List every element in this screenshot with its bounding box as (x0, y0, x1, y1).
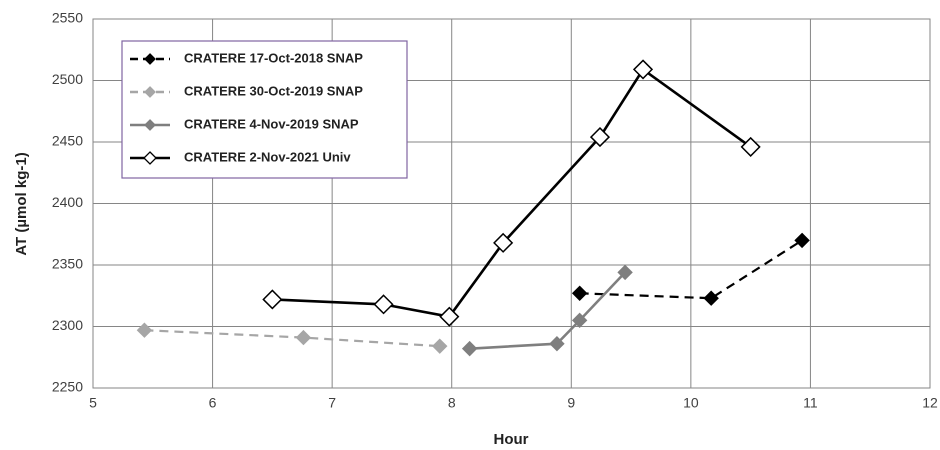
x-axis-label: Hour (494, 431, 529, 448)
x-tick-label: 5 (89, 395, 97, 411)
y-tick-label: 2450 (52, 133, 83, 149)
data-point (794, 232, 810, 249)
data-point (632, 59, 654, 80)
data-point (703, 290, 719, 306)
data-point (461, 340, 478, 357)
legend-marker (144, 53, 156, 65)
data-point (262, 289, 283, 310)
data-point (432, 338, 448, 354)
legend-label: CRATERE 2-Nov-2021 Univ (184, 149, 351, 164)
y-tick-label: 2350 (52, 256, 83, 272)
data-point (549, 336, 565, 352)
legend-label: CRATERE 17-Oct-2018 SNAP (184, 50, 363, 65)
series-line (579, 239, 803, 300)
x-tick-label: 10 (683, 395, 699, 411)
data-point (439, 306, 460, 327)
legend-label: CRATERE 4-Nov-2019 SNAP (184, 116, 359, 131)
y-tick-label: 2550 (52, 10, 83, 26)
y-tick-label: 2500 (52, 71, 83, 87)
legend-box (121, 40, 408, 179)
legend-label: CRATERE 30-Oct-2019 SNAP (184, 83, 363, 98)
series-line (144, 329, 440, 348)
data-point (589, 127, 611, 148)
legend-marker (143, 151, 157, 165)
data-point (295, 329, 312, 346)
x-tick-label: 7 (328, 395, 336, 411)
x-tick-label: 9 (567, 395, 575, 411)
data-point (373, 294, 394, 315)
x-tick-label: 11 (803, 395, 818, 411)
data-point (740, 136, 761, 157)
data-point (571, 285, 588, 301)
x-tick-label: 6 (209, 395, 217, 411)
y-axis-label: AT (µmol kg-1) (13, 152, 30, 255)
x-tick-label: 8 (448, 395, 456, 411)
y-tick-label: 2400 (52, 194, 83, 210)
y-tick-label: 2250 (52, 379, 83, 395)
data-point (136, 322, 153, 338)
data-point (617, 264, 633, 281)
data-point (493, 232, 514, 253)
y-tick-label: 2300 (52, 317, 83, 333)
plot-border (92, 18, 931, 389)
x-tick-label: 12 (922, 395, 938, 411)
legend-marker (144, 86, 156, 98)
data-point (571, 312, 588, 329)
series-line (469, 271, 627, 350)
legend-marker (144, 119, 156, 131)
